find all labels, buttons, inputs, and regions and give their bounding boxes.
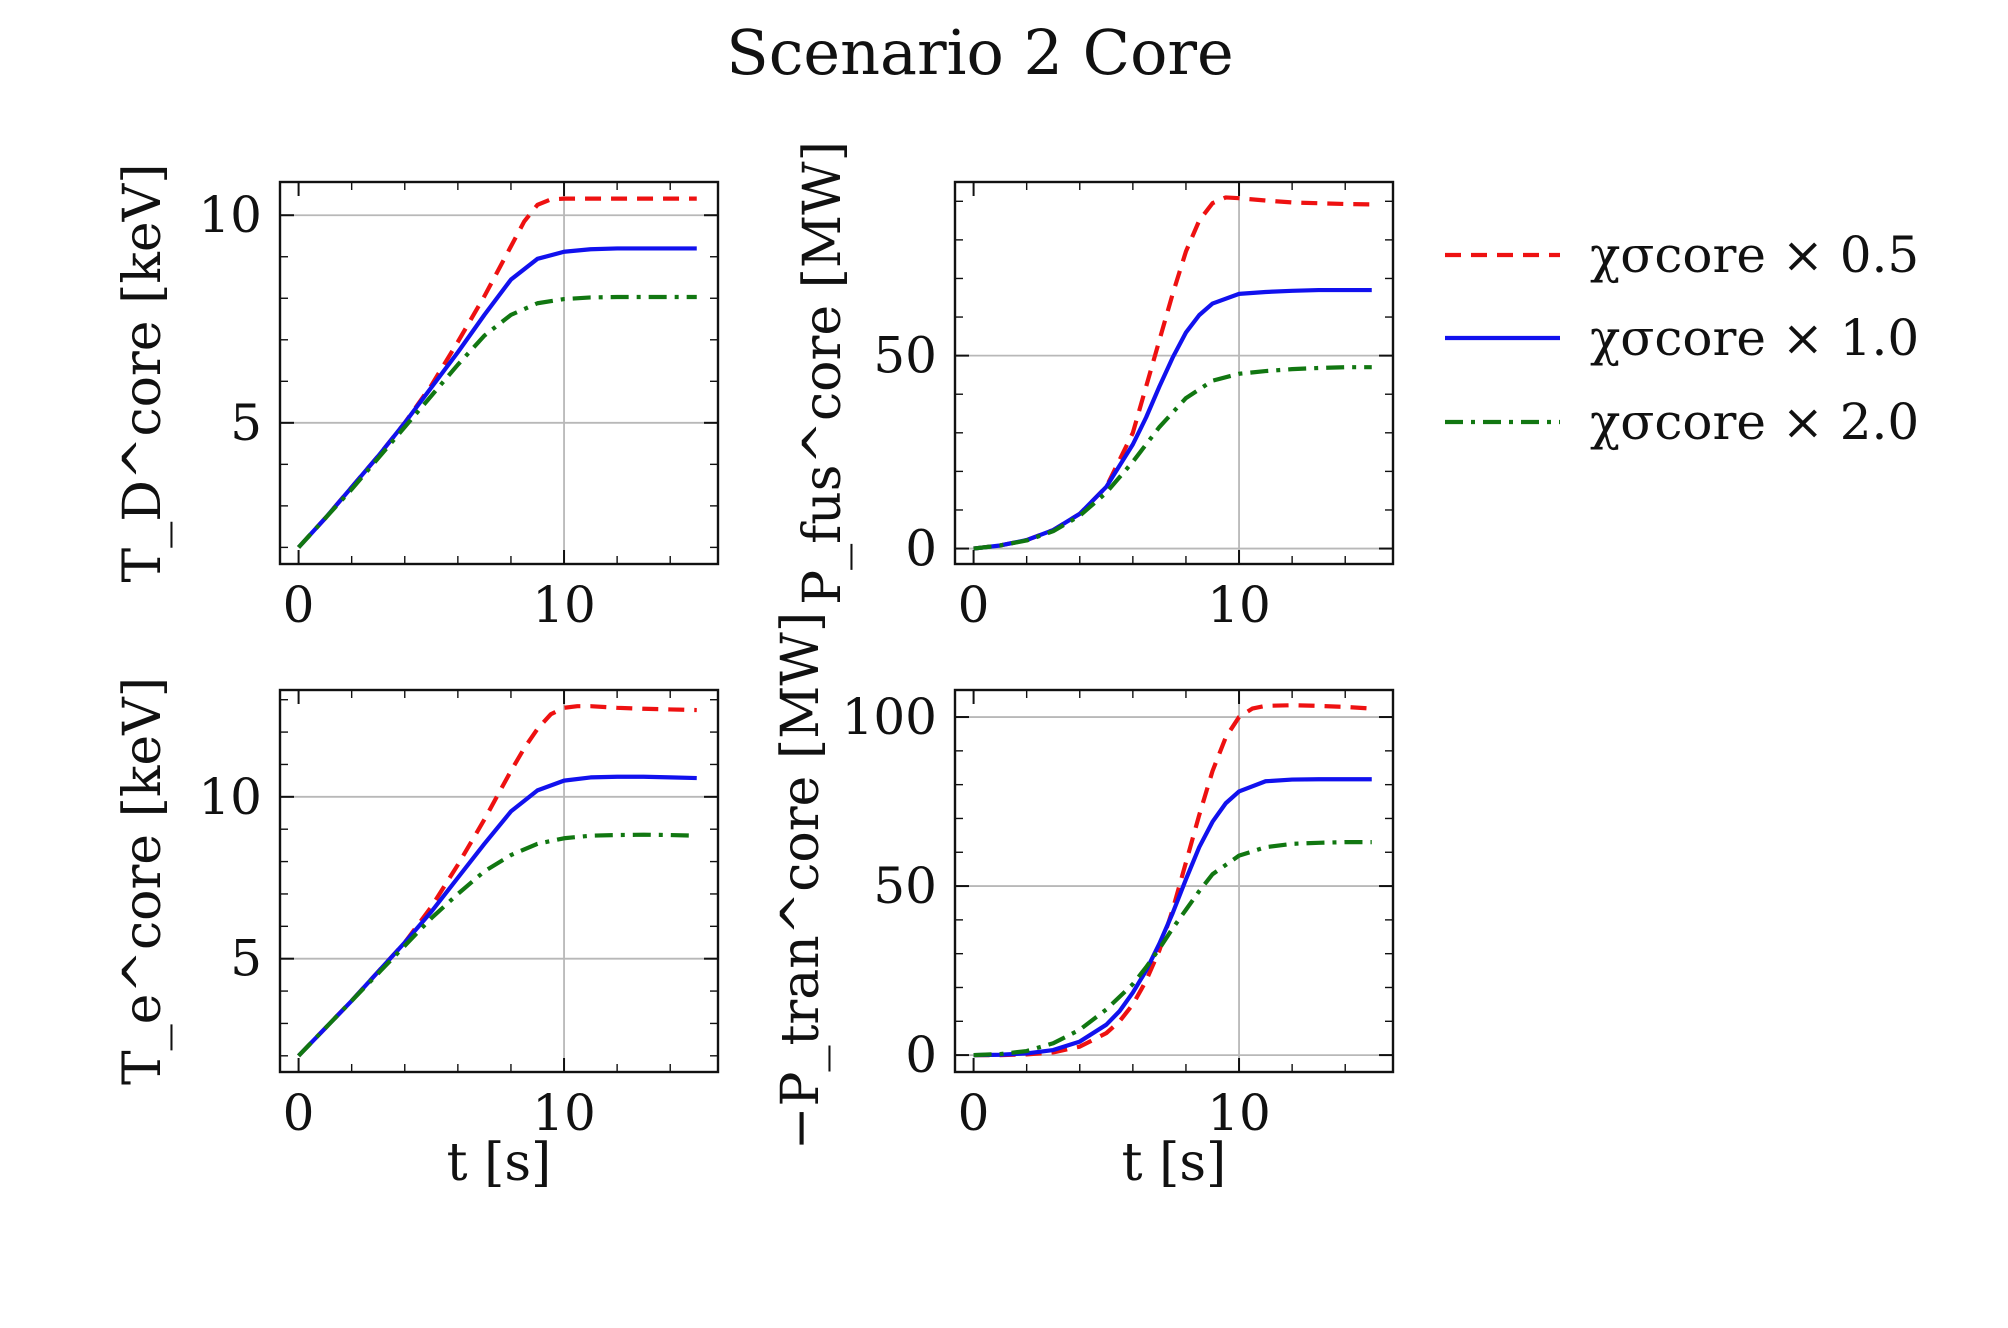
series-line-3-2 — [297, 774, 697, 1058]
y-tick-label-2-1: 0 — [905, 520, 937, 578]
series-line-2-3 — [973, 365, 1372, 551]
axes-frame-2 — [953, 180, 1395, 566]
plot-area-1 — [297, 196, 697, 549]
y-tick-label-3-1: 5 — [230, 930, 262, 988]
legend-label-chi-1-0: χσcore × 1.0 — [1590, 309, 1919, 367]
y-axis-label-2: P_fus^core [MW] — [793, 141, 853, 605]
legend-item-chi-0-5: χσcore × 0.5 — [1445, 226, 1919, 284]
y-axis-label-text-4: −P_tran^core [MW] — [771, 612, 831, 1150]
series-line-3-1 — [297, 704, 697, 1058]
axes-frame-4 — [953, 688, 1395, 1074]
x-tick-label-4-1: 0 — [958, 1084, 990, 1142]
y-tick-label-1-2: 10 — [198, 186, 262, 244]
x-axis-label-4: t [s] — [1122, 1133, 1227, 1193]
series-line-4-2 — [973, 777, 1372, 1058]
x-tick-label-3-1: 0 — [283, 1084, 315, 1142]
y-axis-label-text-1: T_D^core [keV] — [113, 164, 173, 583]
x-tick-label-1-1: 0 — [283, 576, 315, 634]
series-line-4-3 — [973, 840, 1372, 1058]
plot-area-2 — [973, 195, 1372, 551]
series-line-2-1 — [973, 195, 1372, 551]
x-tick-label-2-1: 0 — [958, 576, 990, 634]
series-line-3-3 — [297, 832, 697, 1058]
y-tick-label-1-1: 5 — [230, 394, 262, 452]
series-line-2-2 — [973, 287, 1372, 551]
x-axis-label-3: t [s] — [447, 1133, 552, 1193]
y-axis-label-1: T_D^core [keV] — [113, 164, 173, 583]
subplot-1: 0 10 5 10 T_D^core [keV] — [113, 164, 720, 634]
legend-item-chi-2-0: χσcore × 2.0 — [1445, 393, 1919, 451]
axes-frame-1 — [278, 180, 720, 566]
y-axis-label-3: T_e^core [keV] — [113, 677, 173, 1085]
legend: χσcore × 0.5 χσcore × 1.0 χσcore × 2.0 — [1445, 226, 1919, 451]
x-tick-label-2-2: 10 — [1207, 576, 1271, 634]
axes-frame-3 — [278, 688, 720, 1074]
legend-item-chi-1-0: χσcore × 1.0 — [1445, 309, 1919, 367]
x-tick-label-3-2: 10 — [532, 1084, 596, 1142]
x-tick-label-4-2: 10 — [1207, 1084, 1271, 1142]
y-tick-label-2-2: 50 — [873, 327, 937, 385]
y-axis-label-text-3: T_e^core [keV] — [113, 677, 173, 1085]
plot-area-3 — [297, 704, 697, 1058]
y-axis-label-text-2: P_fus^core [MW] — [793, 141, 853, 605]
plot-area-4 — [973, 703, 1372, 1058]
subplot-2: 0 10 0 50 P_fus^core [MW] — [793, 141, 1395, 634]
y-tick-label-4-2: 50 — [873, 857, 937, 915]
legend-label-chi-0-5: χσcore × 0.5 — [1590, 226, 1919, 284]
series-line-1-1 — [297, 196, 697, 549]
y-axis-label-4: −P_tran^core [MW] — [771, 612, 831, 1150]
x-tick-label-1-2: 10 — [532, 576, 596, 634]
legend-label-chi-2-0: χσcore × 2.0 — [1590, 393, 1919, 451]
series-line-1-2 — [297, 246, 697, 549]
y-tick-label-4-1: 0 — [905, 1026, 937, 1084]
subplot-3: 0 10 5 10 T_e^core [keV] t [s] — [113, 677, 720, 1193]
y-tick-label-4-3: 100 — [842, 688, 937, 746]
chart-title: Scenario 2 Core — [726, 16, 1234, 89]
series-line-4-1 — [973, 703, 1372, 1058]
y-tick-label-3-2: 10 — [198, 768, 262, 826]
